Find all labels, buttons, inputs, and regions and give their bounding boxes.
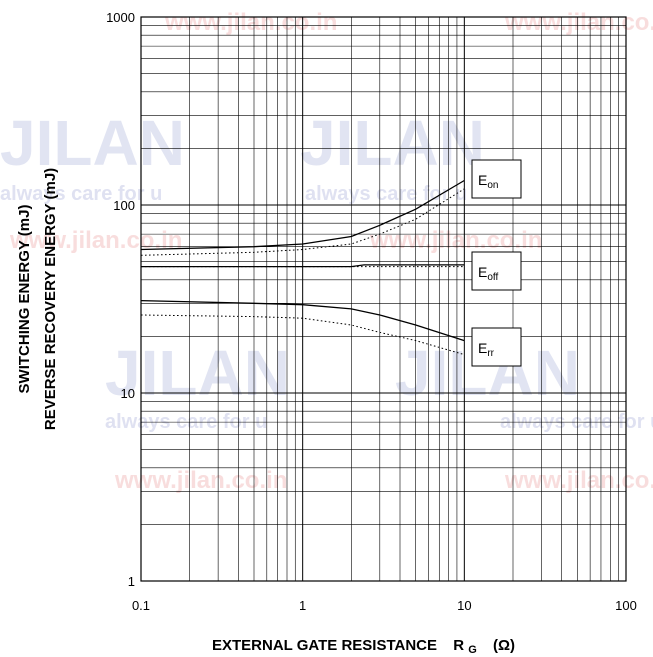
annotation-box-rr <box>471 327 522 367</box>
y-tick-label: 100 <box>113 198 135 213</box>
series-line-on-dotted <box>140 188 465 256</box>
watermark-url: www.jilan.co.in <box>114 467 287 494</box>
annotation-label-off: Eoff <box>478 264 499 283</box>
x-tick-label: 10 <box>457 598 471 613</box>
tick-labels: 0.1 1 10 100 1 10 100 1000 <box>106 10 637 613</box>
watermark-brand: JILAN <box>0 107 185 179</box>
annotation-sub: on <box>487 180 498 191</box>
annotation-label-rr: Err <box>478 340 495 359</box>
watermark-url: www.jilan.co.in <box>9 227 182 254</box>
x-axis-title-unit: (Ω) <box>493 637 515 654</box>
watermark-brand: JILAN <box>105 337 290 409</box>
x-axis-title-main: EXTERNAL GATE RESISTANCE <box>212 637 437 654</box>
series-line-on-solid <box>140 179 465 251</box>
x-axis-title-subscript: G <box>468 644 477 656</box>
annotation-sub: off <box>487 272 498 283</box>
annotation-main: E <box>478 340 487 356</box>
watermark-url: www.jilan.co.in <box>504 467 653 494</box>
y-tick-label: 10 <box>121 386 135 401</box>
y-axis-title-2: REVERSE RECOVERY ENERGY (mJ) <box>42 168 59 430</box>
watermark-url: www.jilan.co.in <box>369 227 542 254</box>
annotation-box-off <box>471 251 522 291</box>
x-axis-title-symbol: R <box>453 637 464 654</box>
series-group <box>140 179 465 356</box>
watermark-url: www.jilan.co.in <box>164 9 337 36</box>
watermark-slogan: always care for u <box>0 183 162 205</box>
x-tick-label: 1 <box>299 598 306 613</box>
series-line-rr-dotted <box>140 314 465 356</box>
annotation-box-on <box>471 159 522 199</box>
watermark-slogan: always care for u <box>305 183 467 205</box>
series-line-rr-solid <box>140 299 465 342</box>
x-axis-title: EXTERNAL GATE RESISTANCE R G (Ω) <box>212 637 515 657</box>
x-tick-label: 100 <box>615 598 637 613</box>
annotation-label-on: Eon <box>478 172 498 191</box>
annotation-main: E <box>478 172 487 188</box>
y-tick-label: 1000 <box>106 10 135 25</box>
watermark-brand: JILAN <box>300 107 485 179</box>
plot-frame <box>140 16 627 582</box>
grid <box>141 17 626 581</box>
watermark-url: www.jilan.co.in <box>504 9 653 36</box>
y-axis-title-1: SWITCHING ENERGY (mJ) <box>16 205 33 394</box>
annotation-sub: rr <box>487 348 494 359</box>
annotation-main: E <box>478 264 487 280</box>
y-tick-label: 1 <box>128 574 135 589</box>
series-line-off-solid <box>141 264 465 268</box>
x-tick-label: 0.1 <box>132 598 150 613</box>
